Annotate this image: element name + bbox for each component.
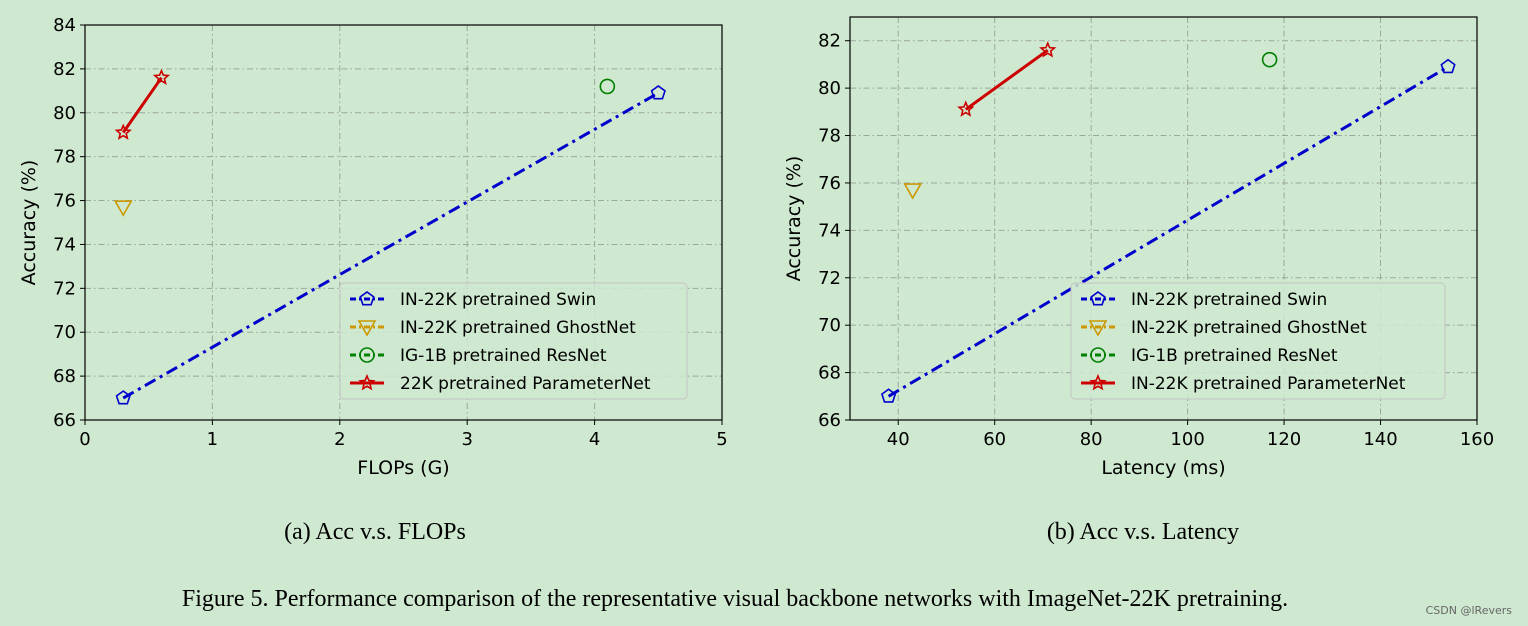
legend-label: IN-22K pretrained GhostNet — [1131, 318, 1367, 338]
data-point — [113, 200, 133, 217]
x-tick-label: 100 — [1170, 429, 1204, 450]
data-point — [1039, 41, 1057, 58]
x-axis-label: Latency (ms) — [1101, 457, 1225, 479]
y-tick-label: 80 — [818, 78, 841, 99]
series-circle — [1261, 51, 1278, 68]
axes-frame — [849, 16, 1478, 421]
y-tick-label: 82 — [53, 59, 76, 80]
data-point — [1261, 51, 1278, 68]
data-point — [957, 100, 975, 117]
y-tick-label: 68 — [818, 363, 841, 384]
x-tick-label: 5 — [716, 429, 727, 450]
data-point — [115, 390, 131, 405]
legend-box — [339, 282, 688, 400]
x-tick-label: 3 — [461, 429, 472, 450]
series-line — [122, 91, 660, 400]
legend: IN-22K pretrained Swin IN-22K pretrained … — [339, 282, 688, 400]
series-line — [887, 65, 1449, 398]
series-triangle-down — [113, 200, 133, 217]
subfigure-caption-a: (a) Acc v.s. FLOPs — [284, 519, 466, 545]
y-tick-label: 80 — [53, 103, 76, 124]
x-tick-label: 40 — [887, 429, 910, 450]
x-tick-label: 160 — [1460, 429, 1494, 450]
data-point — [880, 388, 897, 403]
data-point — [114, 123, 132, 140]
series-star — [114, 68, 171, 140]
y-tick-label: 78 — [53, 147, 76, 168]
series-pentagon — [115, 85, 666, 405]
x-tick-label: 60 — [983, 429, 1006, 450]
legend-marker — [1090, 291, 1106, 306]
series-triangle-down — [903, 183, 923, 200]
legend: IN-22K pretrained Swin IN-22K pretrained … — [1070, 282, 1446, 400]
chart-acc-vs-flops: 0 1 2 3 4 5 66 68 70 72 74 76 78 80 82 84 FLOPs (G) Accur… — [18, 15, 728, 479]
legend-label: 22K pretrained ParameterNet — [400, 374, 651, 394]
subfigure-caption-b: (b) Acc v.s. Latency — [1047, 519, 1239, 545]
data-point — [599, 78, 616, 95]
y-tick-label: 74 — [53, 234, 76, 255]
data-point — [1440, 58, 1456, 74]
data-point — [152, 68, 171, 86]
legend-marker — [358, 373, 376, 391]
legend-label: IN-22K pretrained ParameterNet — [1131, 374, 1406, 394]
legend-marker — [359, 347, 375, 363]
data-point — [903, 183, 923, 200]
y-tick-label: 76 — [818, 173, 841, 194]
y-tick-label: 70 — [818, 315, 841, 336]
x-tick-label: 0 — [79, 429, 90, 450]
legend-label: IG-1B pretrained ResNet — [400, 346, 607, 366]
y-tick-label: 70 — [53, 322, 76, 343]
legend-marker — [1088, 320, 1108, 337]
x-tick-label: 4 — [589, 429, 600, 450]
y-tick-label: 82 — [818, 31, 841, 52]
x-axis-label: FLOPs (G) — [357, 457, 449, 479]
legend-label: IN-22K pretrained GhostNet — [400, 318, 636, 338]
y-axis-label: Accuracy (%) — [18, 160, 40, 286]
watermark: CSDN @lRevers — [1426, 604, 1513, 617]
y-tick-label: 66 — [818, 410, 841, 431]
legend-marker — [1089, 373, 1107, 391]
legend-label: IN-22K pretrained Swin — [1131, 290, 1327, 310]
legend-label: IG-1B pretrained ResNet — [1131, 346, 1338, 366]
data-point — [650, 85, 666, 100]
legend-marker — [1090, 347, 1106, 363]
x-tick-label: 120 — [1267, 429, 1301, 450]
x-tick-label: 140 — [1363, 429, 1397, 450]
legend-marker — [357, 320, 377, 337]
series-pentagon — [880, 58, 1456, 403]
y-tick-label: 66 — [53, 410, 76, 431]
figure-caption: Figure 5. Performance comparison of the … — [182, 586, 1288, 612]
legend-marker — [359, 291, 375, 306]
legend-label: IN-22K pretrained Swin — [400, 290, 596, 310]
series-line — [121, 76, 163, 134]
y-tick-label: 76 — [53, 191, 76, 212]
y-tick-label: 68 — [53, 366, 76, 387]
y-tick-label: 74 — [818, 220, 841, 241]
axes-frame — [84, 24, 723, 421]
y-tick-label: 78 — [818, 126, 841, 147]
series-line — [964, 48, 1049, 111]
legend-box — [1070, 282, 1446, 400]
series-star — [957, 41, 1057, 117]
x-tick-label: 2 — [334, 429, 345, 450]
series-circle — [599, 78, 616, 95]
x-tick-label: 80 — [1080, 429, 1103, 450]
y-tick-label: 72 — [53, 278, 76, 299]
y-axis-label: Accuracy (%) — [783, 156, 805, 282]
x-tick-label: 1 — [207, 429, 218, 450]
y-tick-label: 84 — [53, 15, 76, 36]
chart-acc-vs-latency: 40 60 80 100 120 140 160 66 68 70 72 74 76 78 80 82 Late… — [783, 16, 1494, 479]
y-tick-label: 72 — [818, 268, 841, 289]
